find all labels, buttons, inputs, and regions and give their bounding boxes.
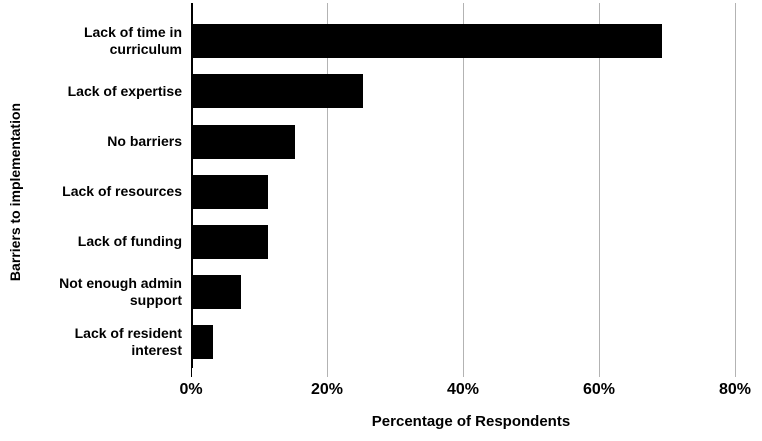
x-tick-0 <box>191 368 192 377</box>
bar-2 <box>193 124 295 159</box>
category-label-4: Lack of funding <box>77 233 182 250</box>
y-axis-title-text: Barriers to implementation <box>7 102 23 282</box>
x-tick-40 <box>462 368 464 377</box>
bar-4 <box>193 224 268 259</box>
plot-area: 0% 20% 40% 60% 80% <box>179 3 751 398</box>
gridline-20 <box>326 3 328 368</box>
x-tick-label-80: 80% <box>718 381 752 398</box>
category-label-2: No barriers <box>107 133 182 149</box>
x-axis-title: Percentage of Respondents <box>371 413 571 430</box>
bar-5 <box>193 275 241 310</box>
category-label-5: Not enough admin support <box>59 275 182 309</box>
x-tick-20 <box>326 368 328 377</box>
category-label-3: Lack of resources <box>62 183 182 200</box>
bar-3 <box>193 174 268 209</box>
x-tick-label-20: 20% <box>310 381 344 398</box>
x-tick-label-0: 0% <box>179 381 203 398</box>
gridline-60 <box>598 3 600 368</box>
bar-1 <box>193 74 363 109</box>
x-tick-60 <box>598 368 600 377</box>
x-tick-label-40: 40% <box>446 381 480 398</box>
category-label-6: Lack of resident interest <box>74 325 182 359</box>
y-axis-line <box>191 3 193 368</box>
x-tick-label-60: 60% <box>582 381 616 398</box>
gridline-80 <box>734 3 736 368</box>
category-label-1: Lack of expertise <box>67 82 182 99</box>
category-label-0: Lack of time in curriculum <box>83 24 182 58</box>
bar-0 <box>193 24 663 59</box>
x-tick-80 <box>734 368 736 377</box>
gridline-40 <box>462 3 464 368</box>
bar-6 <box>193 325 214 360</box>
